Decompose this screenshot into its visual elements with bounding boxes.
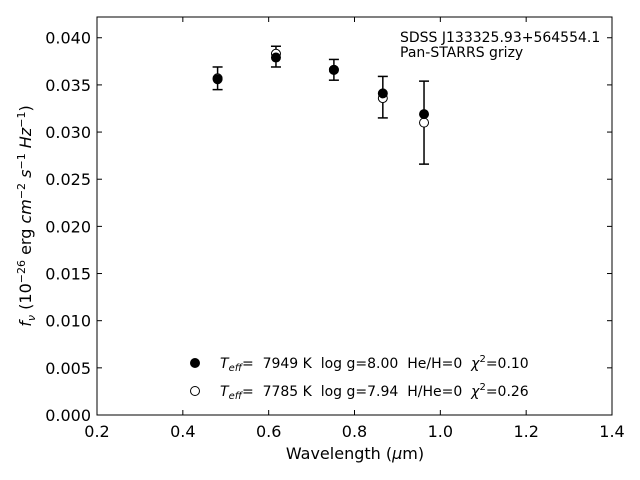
legend-marker-open [190, 386, 200, 396]
legend: Teff= 7949 K log g=8.00 He/H=0 χ2=0.10 T… [190, 354, 529, 402]
model-point-filled [419, 109, 430, 120]
y-tick-label: 0.030 [45, 123, 91, 142]
y-tick-label: 0.010 [45, 312, 91, 331]
annotation-line-1: SDSS J133325.93+564554.1 [400, 30, 600, 46]
y-tick-label: 0.025 [45, 170, 91, 189]
legend-entry-1: Teff= 7949 K log g=8.00 He/H=0 χ2=0.10 [220, 354, 529, 374]
model-point-filled [328, 64, 339, 75]
x-tick-label: 0.4 [170, 422, 195, 441]
x-tick-label: 0.8 [342, 422, 367, 441]
y-tick-label: 0.040 [45, 29, 91, 48]
x-tick-label: 0.2 [84, 422, 109, 441]
axis-ticks: 0.2 0.4 0.6 0.8 1.0 1.2 1.4 0.000 0.005 0.010 0.01… [45, 17, 625, 441]
x-tick-label: 0.6 [256, 422, 281, 441]
y-tick-label: 0.015 [45, 265, 91, 284]
model-point-open [419, 117, 430, 128]
y-tick-label: 0.020 [45, 217, 91, 236]
data-marks [212, 45, 430, 165]
legend-marker-filled [190, 358, 200, 368]
model-point-filled [270, 52, 281, 63]
model-point-filled [377, 88, 388, 99]
y-tick-label: 0.035 [45, 76, 91, 95]
y-tick-label: 0.000 [45, 406, 91, 425]
x-axis-title: Wavelength (μm) [286, 444, 424, 463]
y-axis-title: fν (10−26 erg cm−2 s−1 Hz−1) [15, 105, 38, 326]
x-tick-label: 1.0 [428, 422, 453, 441]
legend-entry-2: Teff= 7785 K log g=7.94 H/He=0 χ2=0.26 [220, 382, 529, 402]
y-tick-label: 0.005 [45, 359, 91, 378]
annotation-line-2: Pan-STARRS grizy [400, 45, 523, 61]
x-tick-label: 1.2 [513, 422, 538, 441]
model-point-filled [212, 74, 223, 85]
x-tick-label: 1.4 [599, 422, 624, 441]
